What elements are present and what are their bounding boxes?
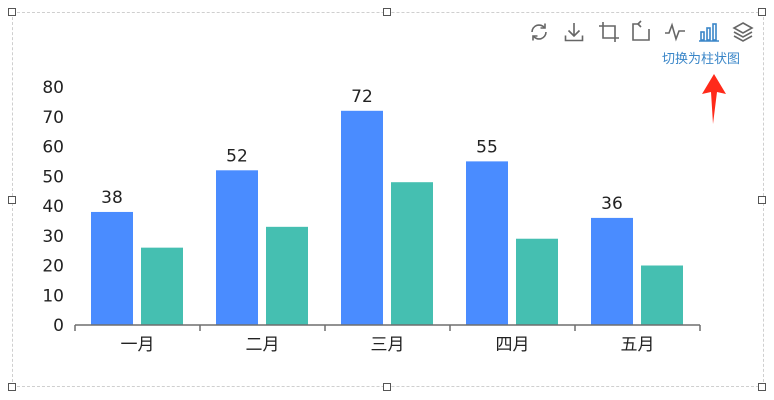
x-tick-label: 一月 (121, 335, 155, 355)
chart-toolbox (527, 20, 762, 46)
data-label: 55 (476, 137, 498, 157)
bar-series1-五月 (591, 217, 633, 325)
resize-handle-middle-left[interactable] (8, 196, 16, 204)
y-tick-label: 30 (42, 227, 64, 247)
y-tick-label: 40 (42, 197, 64, 217)
bar-series2-五月 (641, 265, 683, 325)
data-label: 72 (351, 87, 373, 107)
bar-series2-二月 (266, 226, 308, 325)
resize-handle-bottom-left[interactable] (8, 383, 16, 391)
restore-icon[interactable] (527, 20, 551, 44)
y-tick-label: 20 (42, 257, 64, 277)
stack-icon[interactable] (731, 20, 755, 44)
resize-handle-top-left[interactable] (8, 8, 16, 16)
red-pointer-arrow-icon (702, 74, 726, 124)
bar-series2-三月 (391, 182, 433, 325)
x-tick-label: 三月 (371, 335, 405, 355)
resize-handle-top-right[interactable] (758, 8, 766, 16)
y-tick-label: 60 (42, 138, 64, 158)
x-tick-label: 二月 (246, 335, 280, 355)
resize-handle-bottom-center[interactable] (383, 383, 391, 391)
y-tick-label: 70 (42, 108, 64, 128)
bar-chart-icon[interactable] (697, 20, 721, 44)
data-label: 36 (601, 194, 623, 214)
data-label: 52 (226, 146, 248, 166)
y-tick-label: 10 (42, 286, 64, 306)
crop-zoom-icon[interactable] (597, 20, 621, 44)
bar-series1-四月 (466, 161, 508, 325)
bar-series2-一月 (141, 247, 183, 325)
y-tick-label: 0 (53, 316, 64, 336)
bar-series2-四月 (516, 238, 558, 325)
data-label: 38 (101, 188, 123, 208)
line-chart-icon[interactable] (663, 20, 687, 44)
resize-handle-top-center[interactable] (383, 8, 391, 16)
bar-series1-一月 (91, 211, 133, 325)
toolbox-hover-label: 切换为柱状图 (662, 52, 741, 67)
download-icon[interactable] (562, 20, 586, 44)
zoom-back-icon[interactable] (629, 20, 653, 44)
x-tick-label: 四月 (496, 335, 530, 355)
bar-series1-二月 (216, 170, 258, 325)
y-tick-label: 80 (42, 78, 64, 98)
resize-handle-middle-right[interactable] (758, 196, 766, 204)
resize-handle-bottom-right[interactable] (758, 383, 766, 391)
bar-series1-三月 (341, 110, 383, 325)
x-tick-label: 五月 (621, 335, 655, 355)
y-tick-label: 50 (42, 167, 64, 187)
